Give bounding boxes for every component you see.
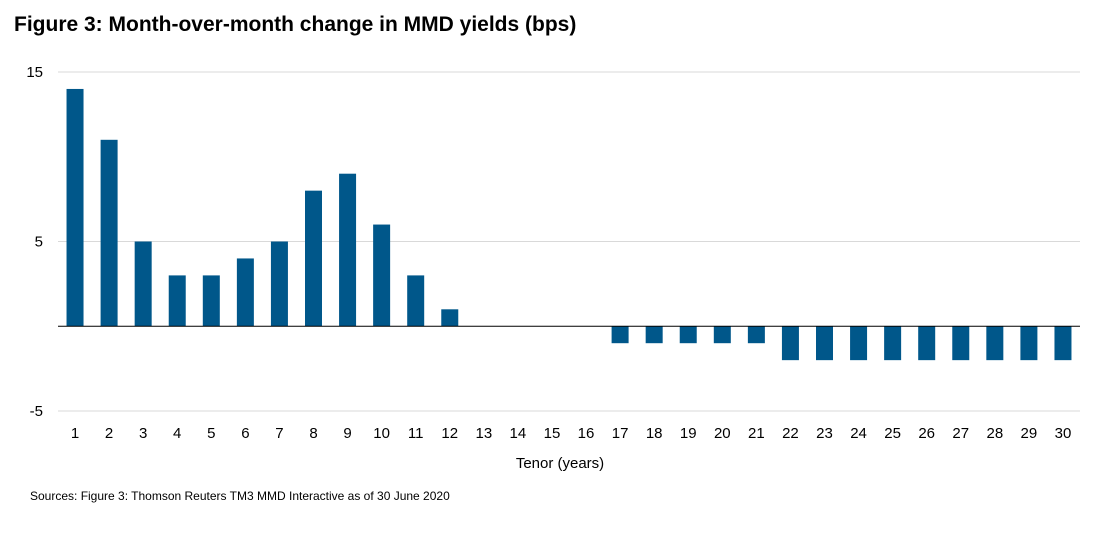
x-tick-label: 17 [612,425,629,442]
x-tick-label: 19 [680,425,697,442]
y-tick-label: 5 [35,234,43,251]
x-tick-label: 22 [782,425,799,442]
bar-20 [713,326,731,344]
x-tick-label: 15 [544,425,561,442]
x-tick-label: 20 [714,425,731,442]
bar-24 [850,326,868,361]
x-tick-label: 12 [441,425,458,442]
x-tick-label: 7 [275,425,283,442]
bar-21 [747,326,765,344]
x-tick-label: 29 [1021,425,1038,442]
y-axis-tick-labels: -5 5 15 [26,64,43,420]
bar-29 [1020,326,1038,361]
bar-5 [202,275,220,327]
x-tick-label: 13 [475,425,492,442]
x-tick-label: 16 [578,425,595,442]
bar-19 [679,326,697,344]
bar-28 [986,326,1004,361]
gridlines [58,71,1080,412]
x-tick-label: 10 [373,425,390,442]
x-tick-label: 25 [884,425,901,442]
bar-12 [441,309,459,327]
bar-3 [134,241,152,327]
x-tick-label: 9 [343,425,351,442]
bar-9 [339,173,357,327]
bar-7 [270,241,288,327]
bar-25 [884,326,902,361]
bar-26 [918,326,936,361]
x-tick-label: 18 [646,425,663,442]
bar-30 [1054,326,1072,361]
x-tick-label: 27 [952,425,969,442]
y-tick-label: 15 [26,64,43,81]
x-tick-label: 4 [173,425,181,442]
x-tick-label: 1 [71,425,79,442]
source-note: Sources: Figure 3: Thomson Reuters TM3 M… [30,489,450,503]
x-tick-label: 6 [241,425,249,442]
x-tick-label: 5 [207,425,215,442]
x-tick-label: 21 [748,425,765,442]
bar-4 [168,275,186,327]
x-axis-tick-labels: 1 2 3 4 5 6 7 8 9 10 11 12 13 14 15 16 17 18 19 20 21 22 23 24 2… [71,425,1071,442]
x-tick-label: 8 [309,425,317,442]
x-tick-label: 3 [139,425,147,442]
y-tick-label: -5 [30,403,43,420]
bar-23 [816,326,833,361]
x-tick-label: 24 [850,425,867,442]
x-tick-label: 28 [986,425,1003,442]
bar-6 [236,258,254,327]
bar-22 [781,326,799,361]
bar-27 [952,326,970,361]
page-title: Figure 3: Month-over-month change in MMD… [14,13,577,36]
bar-2 [100,139,118,327]
x-tick-label: 11 [408,425,424,442]
bar-8 [305,190,322,327]
x-axis-title: Tenor (years) [516,455,604,472]
x-tick-label: 23 [816,425,833,442]
bar-10 [373,224,391,327]
x-tick-label: 14 [510,425,527,442]
x-tick-label: 26 [918,425,935,442]
x-tick-label: 2 [105,425,113,442]
x-tick-label: 30 [1055,425,1072,442]
bars [66,88,1072,361]
bar-18 [645,326,663,344]
bar-17 [611,326,629,344]
bar-1 [66,88,84,327]
bar-11 [407,275,425,327]
